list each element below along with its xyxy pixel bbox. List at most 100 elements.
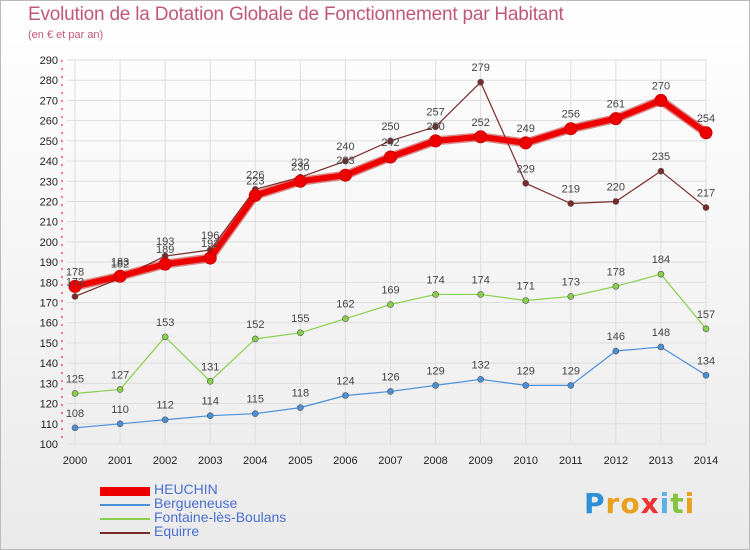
data-label: 171	[517, 281, 535, 293]
legend-swatch	[100, 532, 150, 534]
x-tick-label: 2008	[423, 455, 447, 467]
data-label: 254	[697, 113, 715, 125]
data-point	[432, 382, 439, 389]
data-point	[657, 167, 665, 175]
chart-title: Evolution de la Dotation Globale de Fonc…	[28, 4, 564, 25]
y-tick-label: 110	[40, 419, 58, 431]
data-label: 174	[471, 274, 489, 286]
x-tick-label: 2001	[108, 455, 132, 467]
data-point	[522, 382, 530, 389]
data-point	[342, 315, 349, 322]
y-tick-label: 210	[40, 217, 58, 229]
y-tick-label: 230	[40, 176, 58, 188]
data-point	[251, 410, 259, 417]
data-point	[654, 93, 668, 107]
data-point	[612, 347, 620, 355]
data-point	[429, 134, 443, 148]
data-label: 250	[381, 121, 399, 133]
data-label: 184	[652, 254, 670, 266]
data-label: 152	[246, 319, 264, 331]
data-label: 183	[111, 256, 129, 268]
data-label: 270	[652, 80, 670, 92]
x-tick-label: 2014	[694, 455, 718, 467]
data-point	[387, 137, 394, 145]
proxiti-logo: Proxiti	[584, 487, 696, 520]
chart-subtitle: (en € et par an)	[28, 29, 104, 41]
data-point	[387, 301, 394, 308]
data-point	[657, 343, 665, 351]
data-point	[206, 378, 214, 385]
data-point	[702, 325, 710, 333]
data-point	[567, 382, 575, 389]
data-label: 174	[426, 274, 444, 286]
data-point	[113, 269, 127, 283]
data-point	[297, 404, 304, 411]
y-tick-label: 250	[40, 136, 58, 148]
data-point	[68, 279, 82, 293]
data-point	[71, 424, 79, 432]
data-point	[71, 390, 79, 397]
x-tick-label: 2004	[243, 455, 267, 467]
data-point	[206, 412, 214, 420]
data-point	[342, 392, 349, 399]
data-point	[477, 376, 484, 383]
data-label: 230	[291, 161, 309, 173]
data-label: 178	[607, 266, 625, 278]
data-point	[474, 130, 488, 144]
data-label: 127	[111, 369, 129, 381]
data-point	[477, 291, 484, 298]
y-tick-label: 190	[40, 257, 58, 269]
x-tick-label: 2002	[153, 455, 177, 467]
data-label: 108	[66, 408, 84, 420]
y-tick-label: 290	[40, 55, 58, 67]
data-label: 148	[652, 327, 670, 339]
y-tick-label: 280	[40, 75, 58, 87]
x-tick-label: 2003	[198, 455, 222, 467]
data-label: 146	[607, 331, 625, 343]
legend-swatch	[100, 518, 150, 520]
data-point	[116, 420, 124, 428]
y-tick-label: 220	[40, 196, 58, 208]
y-tick-label: 240	[40, 156, 58, 168]
data-point	[387, 388, 394, 395]
y-tick-label: 100	[40, 439, 58, 451]
data-label: 129	[517, 365, 535, 377]
data-point	[161, 416, 169, 424]
data-label: 257	[426, 107, 444, 119]
data-label: 189	[156, 244, 174, 256]
data-point	[522, 179, 530, 187]
x-tick-label: 2005	[288, 455, 312, 467]
x-tick-label: 2007	[378, 455, 402, 467]
data-point	[248, 188, 262, 202]
data-point	[432, 123, 439, 130]
data-label: 226	[246, 169, 264, 181]
data-label: 162	[336, 299, 354, 311]
data-point	[161, 333, 169, 341]
data-label: 178	[66, 266, 84, 278]
data-label: 219	[562, 183, 580, 195]
data-point	[699, 126, 713, 140]
y-tick-label: 170	[40, 298, 58, 310]
data-label: 126	[381, 371, 399, 383]
legend-label: Bergueneuse	[154, 495, 238, 511]
data-point	[567, 293, 575, 300]
data-label: 129	[426, 365, 444, 377]
data-label: 112	[156, 400, 174, 412]
data-point	[612, 283, 620, 290]
y-tick-label: 120	[40, 399, 58, 411]
data-point	[297, 329, 304, 337]
data-label: 157	[697, 309, 715, 321]
x-tick-label: 2013	[649, 455, 673, 467]
data-label: 229	[517, 163, 535, 175]
data-point	[702, 371, 710, 379]
x-tick-label: 2010	[513, 455, 537, 467]
data-point	[384, 150, 397, 164]
data-label: 220	[607, 181, 625, 193]
data-point	[342, 157, 349, 165]
data-point	[477, 78, 484, 86]
legend-label: Fontaine-lès-Boulans	[154, 509, 287, 525]
data-label: 155	[291, 313, 309, 325]
data-label: 169	[381, 285, 399, 297]
data-point	[251, 335, 259, 343]
